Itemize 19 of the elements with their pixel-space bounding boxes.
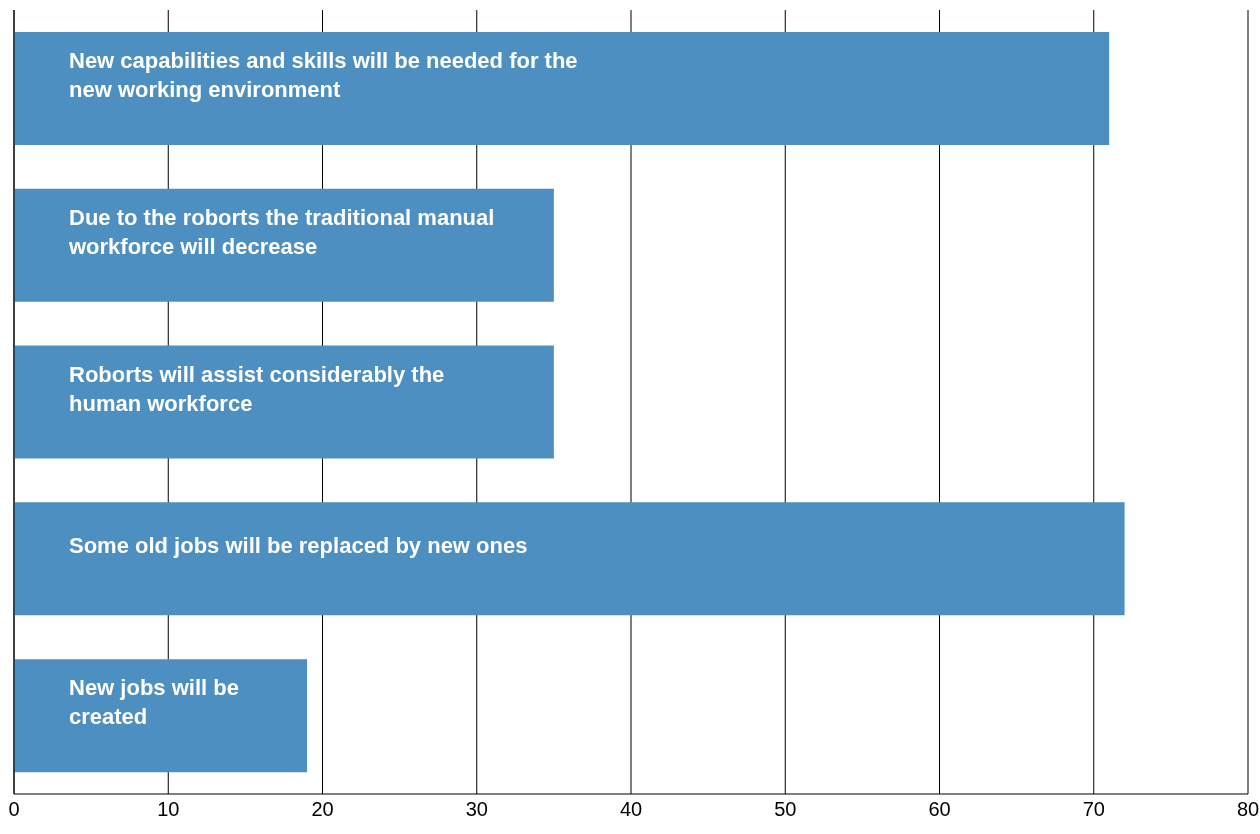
x-tick-label: 0: [8, 798, 20, 821]
bar: [14, 345, 554, 459]
x-tick-label: 70: [1082, 798, 1105, 821]
x-tick-label: 80: [1236, 798, 1260, 821]
x-tick-label: 30: [465, 798, 488, 821]
x-tick-label: 60: [928, 798, 951, 821]
x-tick-label: 10: [157, 798, 180, 821]
bar: [14, 188, 554, 302]
y-tick-label: New jobs will be created: [69, 674, 239, 729]
x-tick-label: 40: [619, 798, 643, 821]
x-tick-label: 20: [311, 798, 334, 821]
y-tick-label: Some old jobs will be replaced by new ones: [69, 532, 528, 558]
y-tick-label: Due to the roborts the traditional manual workforce will decrease: [68, 204, 495, 259]
y-tick-label: New capabilities and skills will be needed for the new working environment: [69, 47, 578, 102]
y-tick-label: Roborts will assist considerably the human workforce: [69, 361, 445, 416]
bar: [14, 31, 1110, 145]
x-tick-label: 50: [774, 798, 797, 821]
bar: [14, 659, 308, 773]
bar: [14, 502, 1125, 616]
